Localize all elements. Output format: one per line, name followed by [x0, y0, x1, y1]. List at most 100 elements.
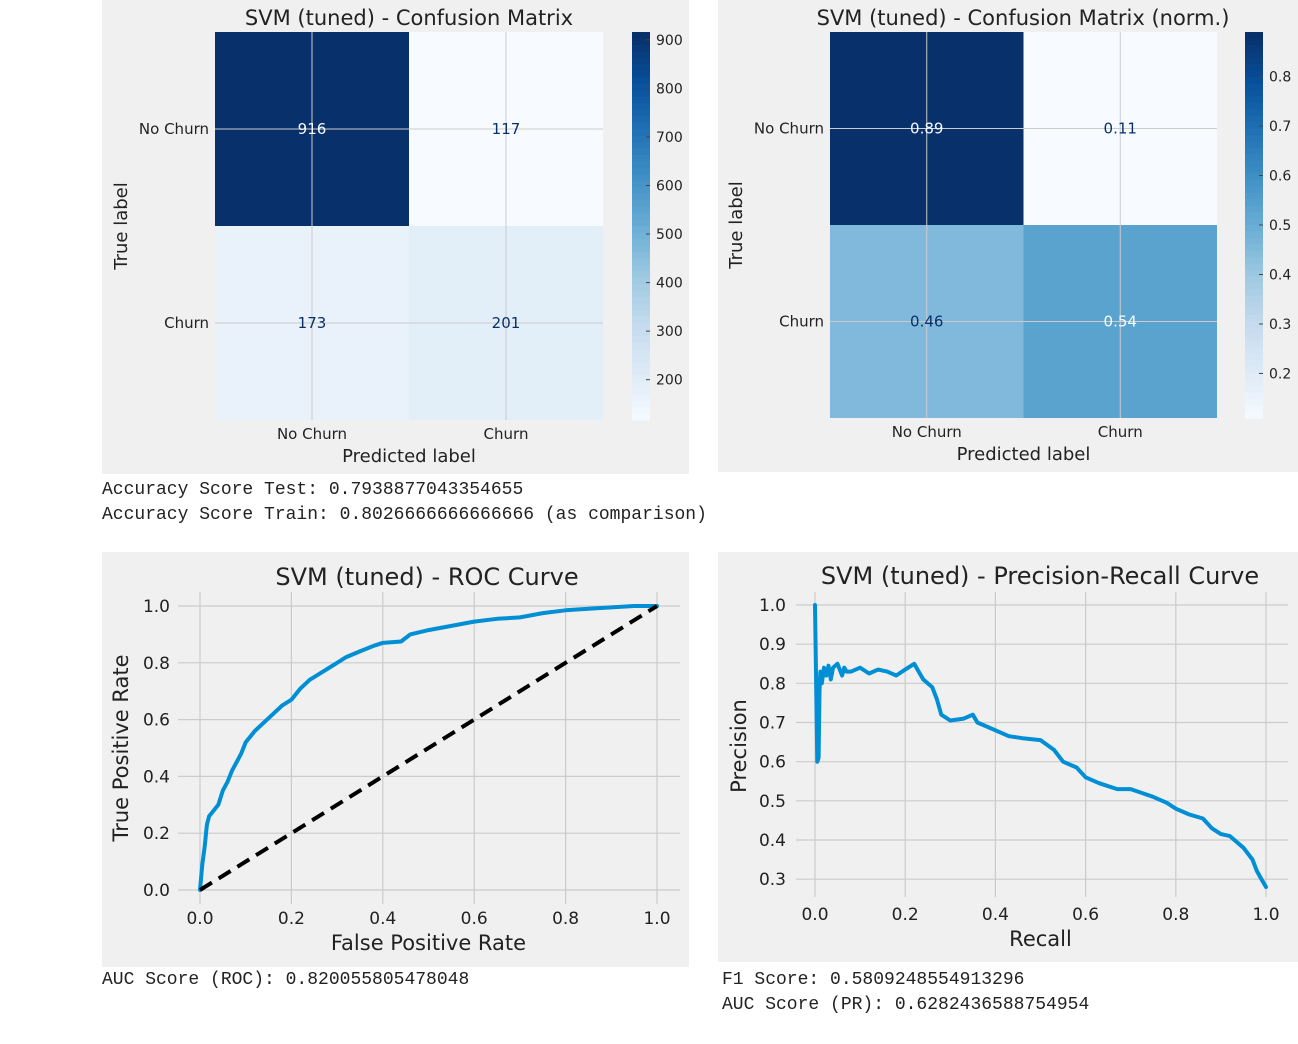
colorbar-segment	[1245, 70, 1263, 78]
y-tick-label: 0.4	[143, 767, 170, 787]
colorbar-segment	[1245, 212, 1263, 220]
colorbar-segment	[1245, 347, 1263, 355]
colorbar-segment	[632, 407, 650, 415]
colorbar-segment	[1245, 192, 1263, 200]
colorbar-tick-label: 800	[656, 81, 683, 97]
cell-value-label: 173	[298, 314, 327, 332]
colorbar-segment	[1245, 340, 1263, 348]
colorbar-tick-label: 0.5	[1269, 218, 1291, 234]
colorbar-segment	[1245, 225, 1263, 233]
colorbar-tick-label: 700	[656, 130, 683, 146]
colorbar-segment	[1245, 179, 1263, 187]
x-axis-label: Predicted label	[957, 444, 1091, 465]
colorbar-segment	[632, 323, 650, 331]
colorbar-segment	[1245, 327, 1263, 335]
colorbar-segment	[1245, 392, 1263, 400]
colorbar-segment	[1245, 32, 1263, 40]
colorbar-segment	[632, 348, 650, 356]
colorbar-segment	[1245, 270, 1263, 278]
colorbar-segment	[1245, 372, 1263, 380]
cell-value-label: 0.46	[910, 313, 943, 331]
colorbar-segment	[1245, 154, 1263, 162]
accuracy-train-text: Accuracy Score Train: 0.8026666666666666…	[102, 505, 707, 525]
confusion-matrix-norm-chart: SVM (tuned) - Confusion Matrix (norm.) 0.…	[726, 6, 1291, 465]
colorbar-tick-label: 0.6	[1269, 169, 1291, 185]
roc-curve-panel: SVM (tuned) - ROC Curve 0.0 0.2 0.4 0.6 0.8 1.…	[102, 552, 689, 967]
colorbar-segment	[632, 83, 650, 91]
x-axis-label: False Positive Rate	[331, 931, 526, 955]
colorbar-segment	[1245, 199, 1263, 207]
colorbar-segment	[1245, 38, 1263, 46]
y-tick-label: 0.8	[143, 654, 170, 674]
colorbar-segment	[1245, 276, 1263, 284]
colorbar-segment	[632, 161, 650, 169]
colorbar-segment	[632, 103, 650, 111]
colorbar-tick-label: 0.2	[1269, 366, 1291, 382]
colorbar-segment	[632, 32, 650, 40]
colorbar-segment	[1245, 379, 1263, 387]
colorbar-segment	[632, 413, 650, 421]
colorbar-segment	[632, 290, 650, 298]
y-tick-label: Churn	[164, 314, 209, 332]
colorbar-segment	[1245, 218, 1263, 226]
confusion-matrix-panel: SVM (tuned) - Confusion Matrix 916 117 173 2…	[102, 0, 689, 474]
y-tick-label: 0.2	[143, 824, 170, 844]
colorbar-segment	[632, 141, 650, 149]
colorbar-segment	[632, 361, 650, 369]
colorbar-segment	[1245, 128, 1263, 136]
chart-title: SVM (tuned) - ROC Curve	[275, 563, 578, 591]
colorbar-segment	[632, 303, 650, 311]
colorbar-segment	[1245, 282, 1263, 290]
colorbar-segment	[1245, 315, 1263, 323]
colorbar-segment	[1245, 366, 1263, 374]
colorbar-tick-label: 400	[656, 276, 683, 292]
y-tick-label: 0.6	[143, 711, 170, 731]
colorbar-segment	[632, 135, 650, 143]
colorbar-segment	[1245, 237, 1263, 245]
x-tick-label: 0.2	[278, 909, 305, 929]
colorbar-segment	[632, 174, 650, 182]
colorbar-segment	[632, 277, 650, 285]
colorbar-segment	[632, 297, 650, 305]
confusion-matrix-chart: SVM (tuned) - Confusion Matrix 916 117 173 2…	[111, 6, 683, 467]
y-tick-label: 0.0	[143, 881, 170, 901]
x-tick-label: 0.2	[892, 905, 919, 925]
colorbar-segment	[632, 394, 650, 402]
cell-value-label: 0.89	[910, 120, 943, 138]
curve-series-line	[813, 603, 1268, 889]
colorbar-segment	[1245, 173, 1263, 181]
colorbar-segment	[632, 109, 650, 117]
colorbar-segment	[632, 154, 650, 162]
y-tick-label: 0.9	[759, 635, 786, 655]
auc-pr-text: AUC Score (PR): 0.6282436588754954	[722, 995, 1090, 1015]
colorbar-segment	[1245, 231, 1263, 239]
colorbar-tick-label: 0.4	[1269, 267, 1291, 283]
colorbar-tick-label: 0.7	[1269, 119, 1291, 135]
y-tick-label: Churn	[779, 313, 824, 331]
cell-value-label: 916	[298, 120, 327, 138]
colorbar-segment	[1245, 51, 1263, 59]
y-tick-label: No Churn	[139, 120, 209, 138]
colorbar-tick-label: 900	[656, 33, 683, 49]
x-axis-label: Recall	[1009, 927, 1072, 951]
colorbar-segment	[632, 44, 650, 52]
colorbar-segment	[632, 310, 650, 318]
pr-curve-panel: SVM (tuned) - Precision-Recall Curve 0.0 0…	[718, 552, 1298, 962]
y-tick-label: 0.3	[759, 870, 786, 890]
colorbar-segment	[1245, 257, 1263, 265]
colorbar-segment	[1245, 263, 1263, 271]
x-tick-label: No Churn	[277, 425, 347, 443]
colorbar-tick-label: 0.3	[1269, 317, 1291, 333]
colorbar-segment	[632, 387, 650, 395]
x-tick-label: 0.6	[1072, 905, 1099, 925]
colorbar-segment	[1245, 147, 1263, 155]
colorbar-segment	[632, 238, 650, 246]
x-tick-label: 0.0	[801, 905, 828, 925]
colorbar-segment	[632, 400, 650, 408]
y-tick-label: 0.6	[759, 753, 786, 773]
x-tick-label: 0.8	[1162, 905, 1189, 925]
x-tick-label: 0.6	[461, 909, 488, 929]
colorbar-segment	[632, 213, 650, 221]
y-tick-label: 1.0	[759, 596, 786, 616]
colorbar-segment	[632, 374, 650, 382]
